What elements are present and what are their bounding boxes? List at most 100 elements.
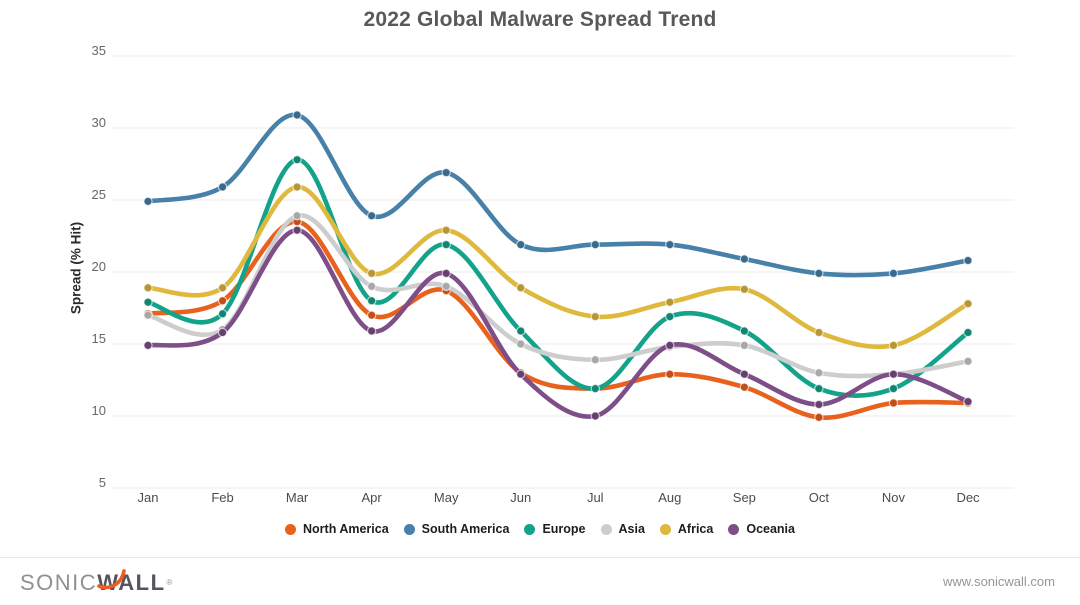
data-point-marker [739,340,750,351]
data-point-marker [739,254,750,264]
series-line [145,184,971,350]
legend-label: Europe [542,522,586,536]
data-point-marker [963,327,973,338]
legend-label: North America [303,522,389,536]
data-point-marker [665,340,675,351]
data-point-marker [292,182,302,192]
line-chart-plot-area [112,55,1014,489]
x-tick-label: Dec [956,490,980,505]
data-point-marker [516,283,526,293]
legend-label: Africa [677,522,714,536]
footer-divider [0,557,1080,558]
data-point-marker [739,284,750,294]
data-point-marker [441,281,451,292]
legend-item-europe[interactable]: Europe [524,522,586,536]
data-point-marker [217,283,228,293]
chart-legend: North America South America Europe Asia Afri… [0,522,1080,536]
series-oceania [143,225,973,421]
data-point-marker [963,356,973,366]
legend-color-dot [728,523,740,535]
legend-item-africa[interactable]: Africa [659,522,714,536]
data-point-marker [366,211,377,221]
data-point-marker [963,299,973,309]
data-point-marker [590,383,600,394]
data-point-marker [143,340,153,351]
logo-text-sonic: SONIC [20,570,98,595]
data-point-marker [888,369,899,379]
y-tick-label: 30 [91,115,106,130]
legend-item-south-america[interactable]: South America [403,522,510,536]
y-tick-label: 15 [91,331,106,346]
data-point-marker [441,167,451,178]
data-point-marker [366,281,377,292]
data-point-marker [739,382,750,392]
legend-item-oceania[interactable]: Oceania [728,522,795,536]
data-point-marker [516,339,526,349]
series-africa [143,182,973,351]
data-point-marker [665,311,675,322]
legend-label: Asia [618,522,645,536]
legend-item-asia[interactable]: Asia [600,522,645,536]
data-point-marker [814,383,824,394]
legend-color-dot [524,523,536,535]
legend-item-north-america[interactable]: North America [285,522,389,536]
data-point-marker [814,368,824,378]
x-tick-label: Aug [658,490,682,505]
data-point-marker [366,310,377,320]
data-point-marker [814,327,824,338]
data-point-marker [888,398,899,408]
x-tick-label: May [433,490,459,505]
registered-mark: ® [166,578,173,587]
data-point-marker [963,255,973,266]
data-point-marker [590,239,600,250]
website-url[interactable]: www.sonicwall.com [943,574,1055,589]
data-point-marker [366,326,377,336]
data-point-marker [143,196,153,207]
data-point-marker [217,182,228,192]
x-tick-label: Jan [137,490,159,505]
data-point-marker [888,383,899,394]
data-point-marker [665,369,675,379]
x-tick-label: Mar [285,490,309,505]
data-point-marker [814,268,824,279]
data-point-marker [814,412,824,423]
data-point-marker [590,411,600,421]
x-tick-label: Sep [732,490,756,505]
logo-text-wall: WALL [97,569,165,596]
legend-color-dot [600,523,612,535]
series-europe [143,154,973,398]
series-asia [143,211,973,379]
data-point-marker [814,399,824,410]
chart-title: 2022 Global Malware Spread Trend [363,8,717,31]
data-point-marker [292,211,302,221]
data-point-marker [590,355,600,365]
data-point-marker [665,297,675,307]
data-point-marker [665,239,675,250]
legend-color-dot [285,523,296,535]
data-point-marker [441,239,451,250]
legend-label: South America [421,522,510,536]
x-tick-label: Jul [586,490,604,505]
y-tick-label: 10 [91,403,106,418]
x-tick-label: Apr [361,490,382,505]
data-point-marker [888,268,899,279]
series-line [145,157,971,398]
data-point-marker [366,268,377,279]
data-point-marker [292,154,302,165]
legend-label: Oceania [746,522,795,536]
data-point-marker [516,369,526,379]
y-tick-label: 25 [91,187,106,202]
data-point-marker [888,340,899,351]
data-point-marker [516,326,526,336]
data-point-marker [516,239,526,250]
series-south-america [143,110,973,279]
data-point-marker [963,396,973,407]
data-point-marker [217,309,228,319]
data-point-marker [143,310,153,320]
y-tick-label: 20 [91,259,106,274]
data-point-marker [143,283,153,293]
x-tick-label: Nov [881,490,906,505]
data-point-marker [292,225,302,235]
data-point-marker [590,311,600,322]
